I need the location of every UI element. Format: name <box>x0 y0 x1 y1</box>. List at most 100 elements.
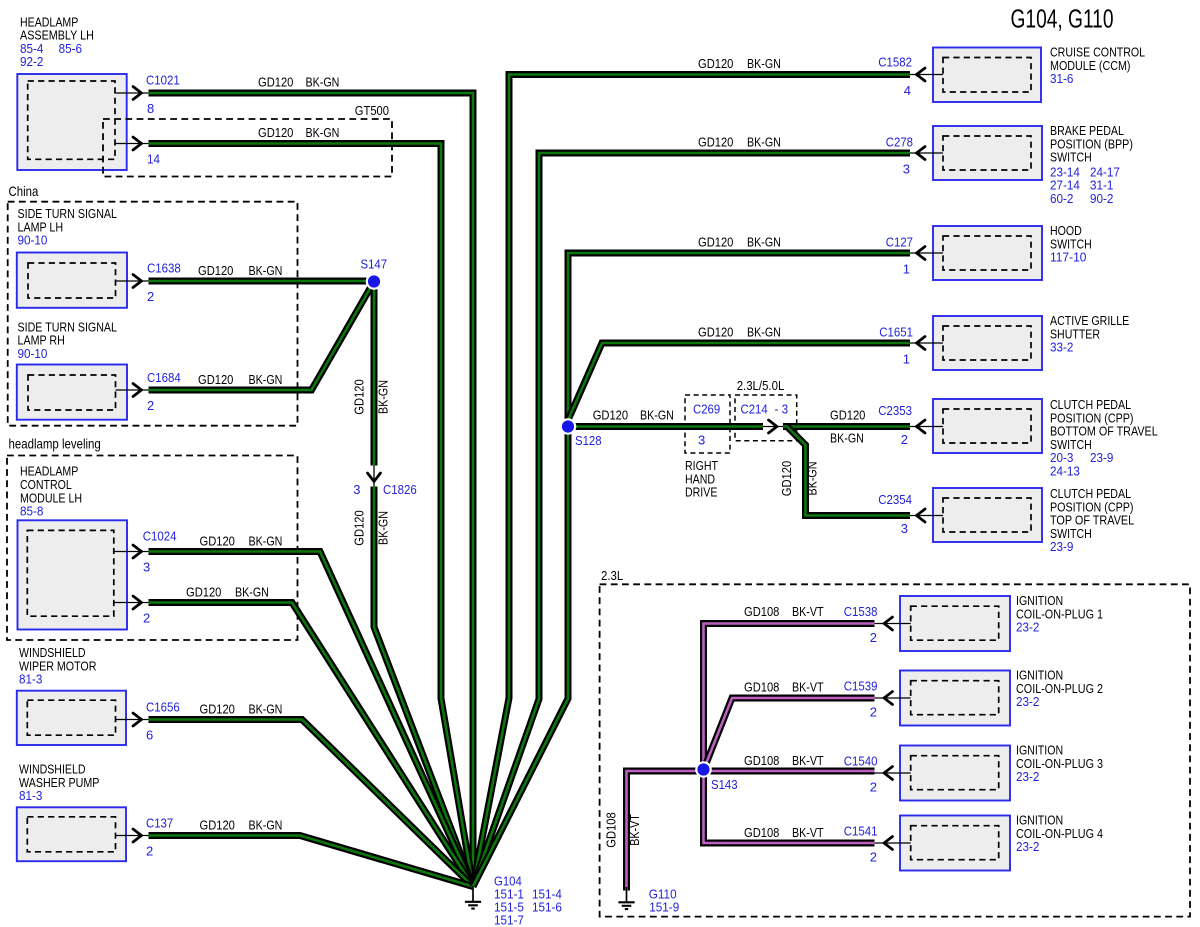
svg-text:2: 2 <box>143 611 150 626</box>
svg-text:BK-GN: BK-GN <box>805 462 820 496</box>
svg-text:C1656: C1656 <box>146 700 180 715</box>
svg-text:151-4: 151-4 <box>532 886 562 901</box>
svg-text:SWITCH: SWITCH <box>1050 150 1092 165</box>
svg-text:GD120: GD120 <box>352 510 367 545</box>
svg-text:117-10: 117-10 <box>1050 250 1086 265</box>
svg-text:HOOD: HOOD <box>1050 223 1082 238</box>
svg-text:S147: S147 <box>361 257 388 272</box>
svg-text:WIPER MOTOR: WIPER MOTOR <box>19 658 96 673</box>
svg-text:GD108: GD108 <box>744 753 779 768</box>
svg-text:SIDE TURN SIGNAL: SIDE TURN SIGNAL <box>18 206 118 221</box>
svg-text:90-10: 90-10 <box>18 233 48 248</box>
svg-text:2: 2 <box>147 398 154 413</box>
svg-text:BK-GN: BK-GN <box>235 585 269 600</box>
svg-text:COIL-ON-PLUG 4: COIL-ON-PLUG 4 <box>1016 826 1103 841</box>
svg-text:- 3: - 3 <box>775 402 789 417</box>
svg-text:WINDSHIELD: WINDSHIELD <box>19 645 86 660</box>
svg-text:2: 2 <box>147 289 154 304</box>
svg-text:GD120: GD120 <box>258 75 293 90</box>
svg-text:31-1: 31-1 <box>1090 178 1113 193</box>
svg-text:C269: C269 <box>693 402 720 417</box>
svg-text:151-1: 151-1 <box>494 886 524 901</box>
svg-text:24-13: 24-13 <box>1050 464 1080 479</box>
svg-text:GT500: GT500 <box>355 103 389 118</box>
svg-text:23-14: 23-14 <box>1050 164 1080 179</box>
svg-text:GD120: GD120 <box>698 235 733 250</box>
svg-text:CRUISE CONTROL: CRUISE CONTROL <box>1050 45 1145 60</box>
svg-text:8: 8 <box>147 101 154 116</box>
svg-text:BK-GN: BK-GN <box>747 135 781 150</box>
svg-text:BK-GN: BK-GN <box>747 56 781 71</box>
svg-text:GD120: GD120 <box>258 125 293 140</box>
svg-text:C2353: C2353 <box>878 403 912 418</box>
svg-text:GD120: GD120 <box>200 534 235 549</box>
svg-text:C127: C127 <box>886 235 913 250</box>
svg-text:151-9: 151-9 <box>649 900 679 915</box>
svg-text:BK-GN: BK-GN <box>249 534 283 549</box>
svg-text:92-2: 92-2 <box>20 54 43 69</box>
svg-text:GD120: GD120 <box>200 818 235 833</box>
svg-text:IGNITION: IGNITION <box>1016 668 1063 683</box>
svg-text:C1538: C1538 <box>844 604 878 619</box>
svg-text:GD120: GD120 <box>698 135 733 150</box>
svg-text:C1651: C1651 <box>879 325 913 340</box>
svg-text:SWITCH: SWITCH <box>1050 526 1092 541</box>
svg-text:SWITCH: SWITCH <box>1050 236 1092 251</box>
svg-text:BK-GN: BK-GN <box>249 263 283 278</box>
svg-text:HEADLAMP: HEADLAMP <box>20 464 78 479</box>
svg-text:BK-GN: BK-GN <box>747 235 781 250</box>
svg-text:2: 2 <box>870 780 877 795</box>
svg-text:ACTIVE GRILLE: ACTIVE GRILLE <box>1050 313 1129 328</box>
svg-text:C278: C278 <box>886 135 913 150</box>
svg-text:14: 14 <box>147 152 160 167</box>
svg-text:BK-VT: BK-VT <box>627 814 642 846</box>
svg-text:151-6: 151-6 <box>532 899 562 914</box>
svg-text:SWITCH: SWITCH <box>1050 437 1092 452</box>
svg-text:3: 3 <box>901 521 908 536</box>
svg-text:81-3: 81-3 <box>19 788 42 803</box>
svg-text:90-2: 90-2 <box>1090 191 1113 206</box>
svg-text:GD120: GD120 <box>198 263 233 278</box>
svg-text:RIGHT: RIGHT <box>685 458 718 473</box>
svg-text:IGNITION: IGNITION <box>1016 743 1063 758</box>
svg-text:BK-GN: BK-GN <box>306 125 340 140</box>
svg-text:BK-VT: BK-VT <box>792 604 824 619</box>
svg-text:S143: S143 <box>711 777 738 792</box>
svg-text:GD108: GD108 <box>744 825 779 840</box>
svg-text:BK-GN: BK-GN <box>306 75 340 90</box>
svg-text:27-14: 27-14 <box>1050 178 1080 193</box>
svg-text:ASSEMBLY LH: ASSEMBLY LH <box>20 28 94 43</box>
svg-text:C1582: C1582 <box>878 55 912 70</box>
svg-text:GD120: GD120 <box>200 702 235 717</box>
svg-text:POSITION (BPP): POSITION (BPP) <box>1050 136 1133 151</box>
svg-text:POSITION (CPP): POSITION (CPP) <box>1050 410 1134 425</box>
svg-text:GD120: GD120 <box>779 461 794 496</box>
svg-text:BK-GN: BK-GN <box>376 511 391 545</box>
svg-text:BK-GN: BK-GN <box>376 380 391 414</box>
svg-text:GD120: GD120 <box>198 372 233 387</box>
svg-text:1: 1 <box>903 352 910 367</box>
svg-text:23-2: 23-2 <box>1016 694 1039 709</box>
svg-text:C1539: C1539 <box>844 679 878 694</box>
svg-text:DRIVE: DRIVE <box>685 485 718 500</box>
svg-text:G110: G110 <box>649 887 677 902</box>
svg-text:GD108: GD108 <box>604 812 619 847</box>
svg-text:2: 2 <box>146 844 153 859</box>
svg-text:2: 2 <box>870 705 877 720</box>
svg-text:33-2: 33-2 <box>1050 340 1073 355</box>
svg-text:GD120: GD120 <box>830 408 865 423</box>
svg-text:HEADLAMP: HEADLAMP <box>20 14 78 29</box>
svg-text:23-9: 23-9 <box>1090 450 1113 465</box>
svg-text:WASHER PUMP: WASHER PUMP <box>19 775 99 790</box>
svg-text:SIDE TURN SIGNAL: SIDE TURN SIGNAL <box>18 319 118 334</box>
svg-text:23-2: 23-2 <box>1016 839 1039 854</box>
svg-text:IGNITION: IGNITION <box>1016 813 1063 828</box>
svg-text:60-2: 60-2 <box>1050 191 1073 206</box>
svg-text:WINDSHIELD: WINDSHIELD <box>19 762 86 777</box>
svg-text:BOTTOM OF TRAVEL: BOTTOM OF TRAVEL <box>1050 424 1158 439</box>
svg-text:2: 2 <box>901 432 908 447</box>
svg-text:LAMP LH: LAMP LH <box>18 219 64 234</box>
svg-text:C1024: C1024 <box>143 529 177 544</box>
svg-text:2.3L/5.0L: 2.3L/5.0L <box>737 378 785 393</box>
svg-text:C1021: C1021 <box>146 73 180 88</box>
